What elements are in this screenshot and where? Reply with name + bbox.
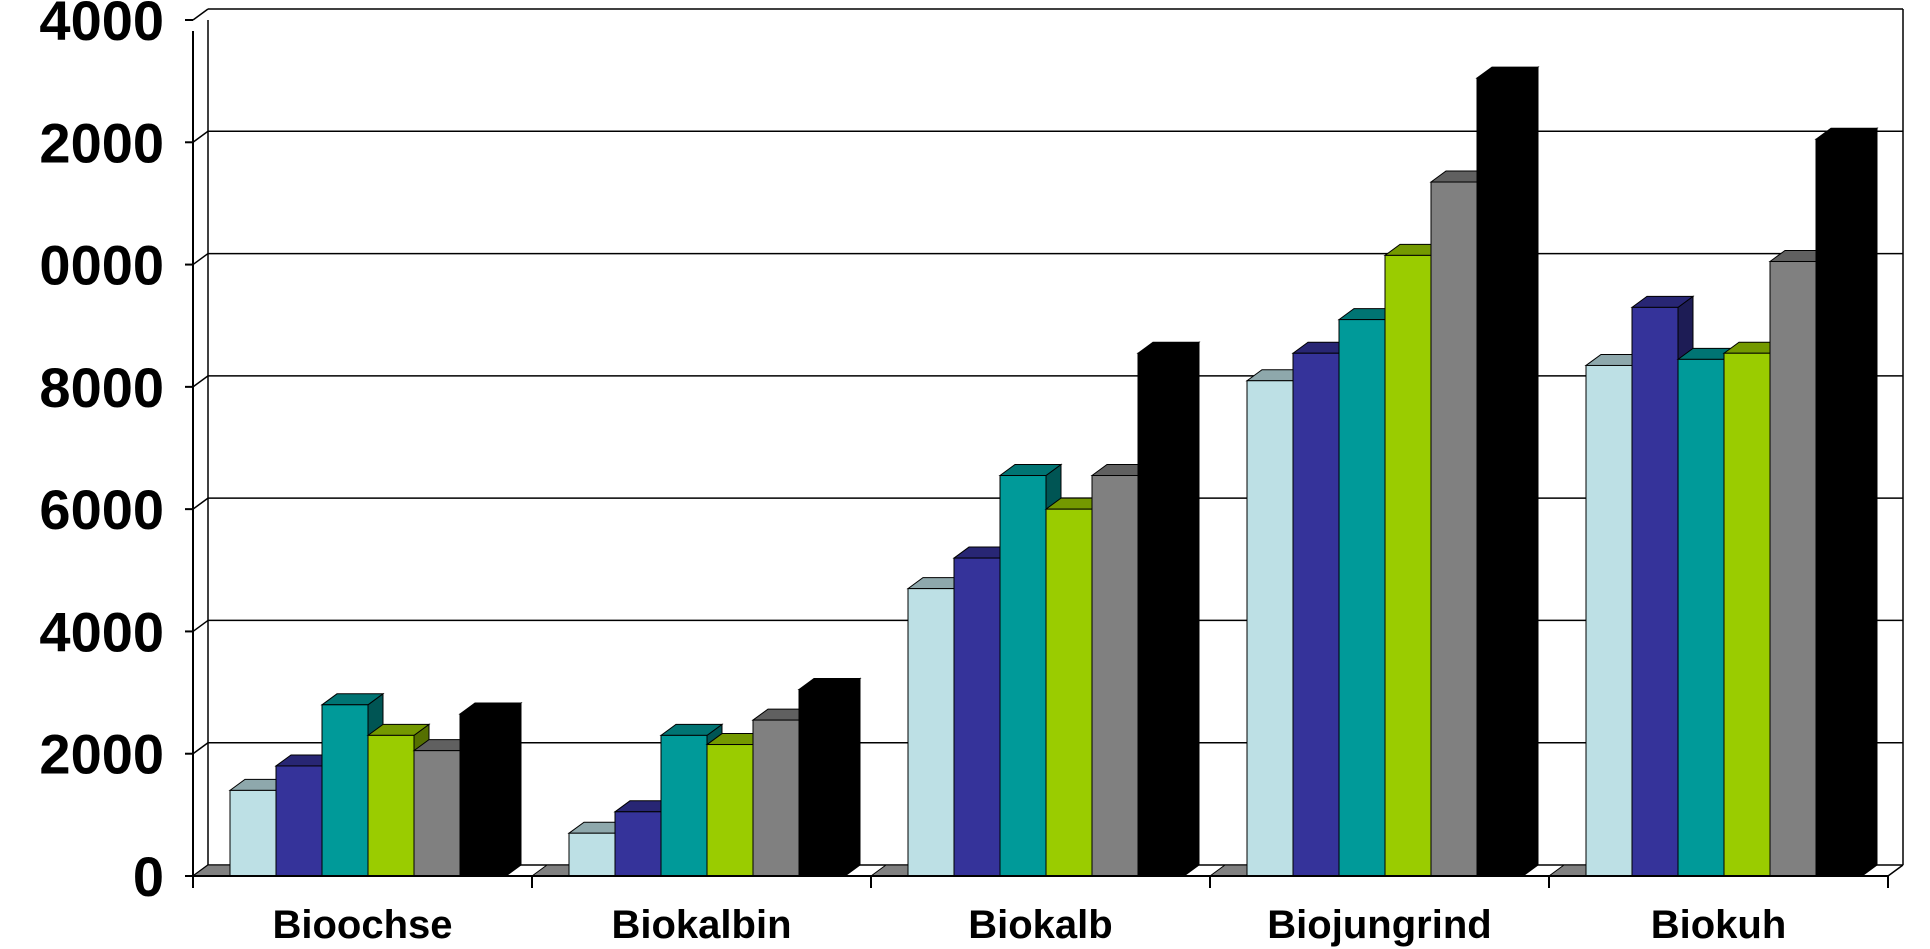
bar (1292, 352, 1340, 877)
bar (1246, 380, 1294, 877)
bar (1476, 77, 1524, 877)
bars (191, 66, 1879, 877)
gridline-side (192, 497, 209, 510)
bar (1585, 364, 1633, 877)
bar (275, 765, 323, 877)
bar (459, 713, 507, 877)
bar (229, 789, 277, 877)
axes (185, 19, 1904, 888)
bar (1137, 352, 1185, 877)
bar (999, 475, 1047, 877)
bar-side (1522, 66, 1539, 877)
y-tick-label: 6000 (39, 478, 164, 541)
bar (752, 719, 800, 877)
bar (1677, 358, 1725, 877)
y-tick-label: 2000 (39, 111, 164, 174)
x-tick-label: Biojungrind (1267, 903, 1491, 947)
bar (1091, 475, 1139, 877)
y-tick-label: 8000 (39, 356, 164, 419)
bar (1631, 306, 1679, 877)
bar (1384, 254, 1432, 877)
bar (953, 557, 1001, 877)
bar (1815, 138, 1863, 877)
bar-side (505, 701, 522, 877)
gridline-side (192, 619, 209, 633)
y-tick-label: 4000 (39, 600, 164, 663)
bar (1430, 181, 1478, 877)
x-tick-label: Bioochse (272, 903, 452, 947)
bar (1338, 319, 1386, 877)
bar (1769, 261, 1817, 877)
y-axis-tick-labels: 0 2000 4000 6000 8000 0000 2000 4000 (39, 0, 164, 908)
gridline-side (192, 742, 209, 755)
y-tick-label: 2000 (39, 723, 164, 786)
bar (706, 744, 754, 877)
bar (907, 588, 955, 877)
x-axis-end (1887, 864, 1904, 877)
bar (614, 811, 662, 877)
gridline-side (192, 252, 209, 266)
bar (321, 704, 369, 877)
x-tick-label: Biokalbin (611, 903, 791, 947)
x-tick-label: Biokuh (1651, 903, 1787, 947)
bar-side (1861, 127, 1878, 877)
bar (568, 832, 616, 877)
x-tick-label: Biokalb (968, 903, 1112, 947)
bar (1723, 352, 1771, 877)
bar (798, 689, 846, 877)
bar (413, 750, 461, 877)
y-tick-label: 0000 (39, 234, 164, 297)
gridline-side (192, 130, 209, 143)
bar (1045, 508, 1093, 877)
gridline-side (192, 8, 209, 21)
y-tick-label: 0 (133, 845, 164, 908)
x-axis-tick-labels: Bioochse Biokalbin Biokalb Biojungrind Bioku… (272, 903, 1786, 947)
bar (660, 734, 708, 877)
bar (367, 734, 415, 877)
gridline-side (192, 375, 209, 388)
bar-side (844, 677, 861, 877)
y-tick-label: 4000 (39, 0, 164, 52)
bar-side (1183, 341, 1200, 877)
